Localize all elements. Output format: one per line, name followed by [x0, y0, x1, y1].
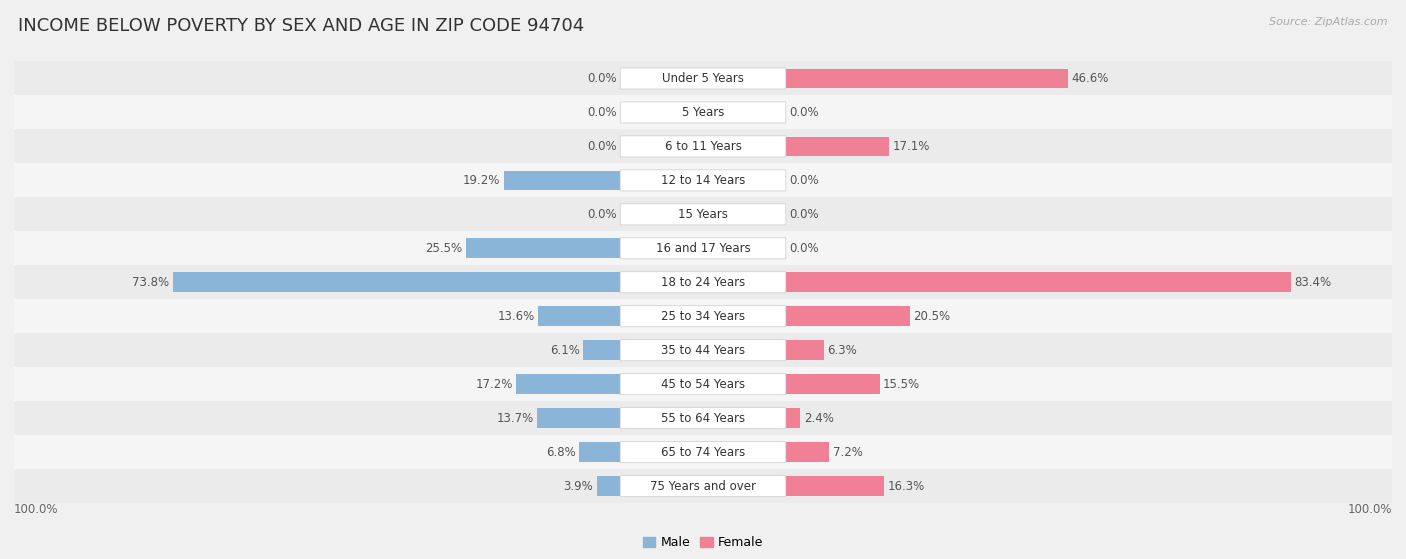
Bar — [14, 96, 1392, 130]
Text: 35 to 44 Years: 35 to 44 Years — [661, 344, 745, 357]
Text: 3.9%: 3.9% — [564, 480, 593, 492]
Bar — [173, 272, 620, 292]
Bar — [786, 442, 830, 462]
Bar — [786, 306, 910, 326]
Text: 6.1%: 6.1% — [550, 344, 579, 357]
Text: 19.2%: 19.2% — [463, 174, 501, 187]
Bar — [14, 197, 1392, 231]
Bar — [516, 375, 620, 394]
FancyBboxPatch shape — [620, 102, 786, 123]
Text: 6.3%: 6.3% — [827, 344, 858, 357]
Bar — [538, 306, 620, 326]
Bar — [503, 170, 620, 190]
Text: 12 to 14 Years: 12 to 14 Years — [661, 174, 745, 187]
Text: 73.8%: 73.8% — [132, 276, 170, 289]
Bar — [786, 69, 1069, 88]
Text: 2.4%: 2.4% — [804, 411, 834, 425]
Bar — [14, 401, 1392, 435]
Bar — [537, 408, 620, 428]
Text: 25.5%: 25.5% — [425, 242, 463, 255]
Bar — [465, 239, 620, 258]
Text: 17.2%: 17.2% — [475, 378, 513, 391]
Bar — [579, 442, 620, 462]
FancyBboxPatch shape — [620, 68, 786, 89]
FancyBboxPatch shape — [620, 373, 786, 395]
Text: 0.0%: 0.0% — [588, 106, 617, 119]
Bar — [14, 130, 1392, 163]
FancyBboxPatch shape — [620, 238, 786, 259]
Bar — [14, 435, 1392, 469]
Legend: Male, Female: Male, Female — [638, 531, 768, 555]
Text: 13.7%: 13.7% — [496, 411, 534, 425]
Bar — [14, 231, 1392, 266]
Text: 65 to 74 Years: 65 to 74 Years — [661, 446, 745, 458]
Text: 100.0%: 100.0% — [14, 503, 59, 516]
Text: 0.0%: 0.0% — [789, 208, 818, 221]
Text: 5 Years: 5 Years — [682, 106, 724, 119]
Text: 75 Years and over: 75 Years and over — [650, 480, 756, 492]
FancyBboxPatch shape — [620, 442, 786, 463]
Text: 16.3%: 16.3% — [889, 480, 925, 492]
Text: 16 and 17 Years: 16 and 17 Years — [655, 242, 751, 255]
Bar — [14, 61, 1392, 96]
Bar — [14, 299, 1392, 333]
FancyBboxPatch shape — [620, 340, 786, 361]
Bar — [583, 340, 620, 360]
FancyBboxPatch shape — [620, 408, 786, 429]
Text: 46.6%: 46.6% — [1071, 72, 1109, 85]
Text: 6 to 11 Years: 6 to 11 Years — [665, 140, 741, 153]
Bar — [786, 408, 800, 428]
Bar — [14, 469, 1392, 503]
Bar — [786, 272, 1291, 292]
FancyBboxPatch shape — [620, 204, 786, 225]
Text: 0.0%: 0.0% — [588, 208, 617, 221]
FancyBboxPatch shape — [620, 306, 786, 327]
FancyBboxPatch shape — [620, 272, 786, 293]
Text: 55 to 64 Years: 55 to 64 Years — [661, 411, 745, 425]
Bar — [786, 476, 884, 496]
Text: 17.1%: 17.1% — [893, 140, 931, 153]
Bar — [786, 375, 880, 394]
Text: Source: ZipAtlas.com: Source: ZipAtlas.com — [1270, 17, 1388, 27]
Bar — [14, 367, 1392, 401]
Text: 0.0%: 0.0% — [789, 242, 818, 255]
FancyBboxPatch shape — [620, 136, 786, 157]
Text: 13.6%: 13.6% — [498, 310, 534, 323]
Text: 100.0%: 100.0% — [1347, 503, 1392, 516]
Bar — [14, 333, 1392, 367]
Text: 0.0%: 0.0% — [588, 140, 617, 153]
Text: 0.0%: 0.0% — [789, 174, 818, 187]
Text: 15.5%: 15.5% — [883, 378, 920, 391]
Text: 45 to 54 Years: 45 to 54 Years — [661, 378, 745, 391]
Bar — [14, 266, 1392, 299]
Text: 18 to 24 Years: 18 to 24 Years — [661, 276, 745, 289]
Bar — [786, 136, 890, 157]
Text: 0.0%: 0.0% — [588, 72, 617, 85]
Text: 7.2%: 7.2% — [832, 446, 863, 458]
Text: 83.4%: 83.4% — [1295, 276, 1331, 289]
Bar — [14, 163, 1392, 197]
Text: 20.5%: 20.5% — [914, 310, 950, 323]
Text: 6.8%: 6.8% — [546, 446, 575, 458]
Text: 25 to 34 Years: 25 to 34 Years — [661, 310, 745, 323]
Text: 0.0%: 0.0% — [789, 106, 818, 119]
Bar — [596, 476, 620, 496]
Text: 15 Years: 15 Years — [678, 208, 728, 221]
Bar — [786, 340, 824, 360]
FancyBboxPatch shape — [620, 476, 786, 496]
Text: Under 5 Years: Under 5 Years — [662, 72, 744, 85]
Text: INCOME BELOW POVERTY BY SEX AND AGE IN ZIP CODE 94704: INCOME BELOW POVERTY BY SEX AND AGE IN Z… — [18, 17, 585, 35]
FancyBboxPatch shape — [620, 170, 786, 191]
